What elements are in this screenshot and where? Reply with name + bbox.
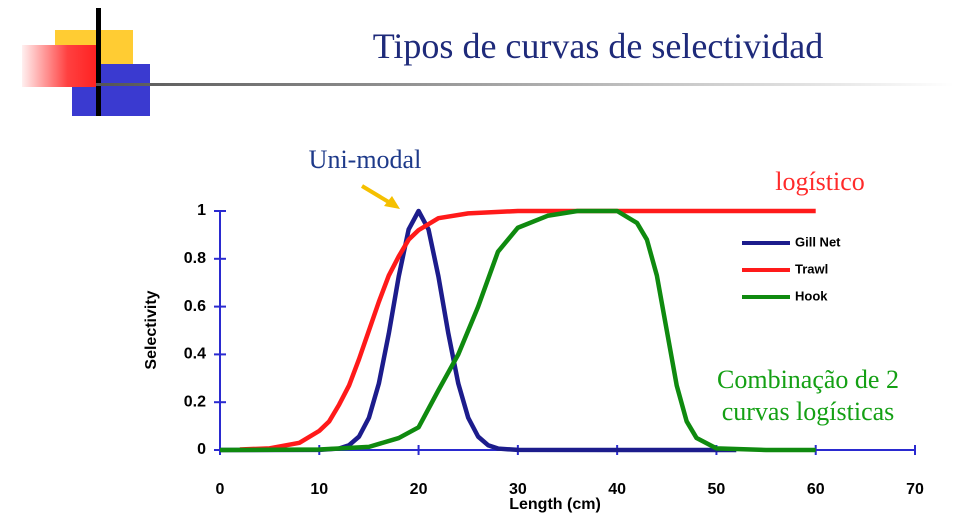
annotation: Uni-modal <box>309 145 422 174</box>
x-tick-label: 60 <box>807 481 825 498</box>
series-line <box>219 208 737 453</box>
legend-label: Hook <box>795 288 828 303</box>
x-tick-label: 20 <box>410 481 428 498</box>
deco-hline <box>96 83 954 86</box>
annotation: curvas logísticas <box>722 397 895 426</box>
annotation: logístico <box>775 167 865 196</box>
deco-vline <box>96 8 101 116</box>
slide-title: Tipos de curvas de selectividad <box>373 26 824 66</box>
y-axis-label: Selectivity <box>143 290 160 369</box>
legend-label: Gill Net <box>795 234 841 249</box>
y-tick-label: 0.6 <box>184 298 206 315</box>
x-tick-label: 30 <box>509 481 527 498</box>
x-tick-label: 50 <box>708 481 726 498</box>
arrow <box>360 184 394 206</box>
x-tick-label: 40 <box>608 481 626 498</box>
deco-red <box>22 45 98 87</box>
series-line <box>239 208 816 452</box>
x-tick-label: 70 <box>906 481 924 498</box>
y-tick-label: 0.8 <box>184 250 206 267</box>
x-axis-label: Length (cm) <box>509 496 601 513</box>
y-tick-label: 0.4 <box>184 346 206 363</box>
y-tick-label: 0.2 <box>184 393 206 410</box>
x-tick-label: 0 <box>216 481 225 498</box>
series-line <box>219 208 816 453</box>
y-tick-label: 0 <box>197 441 206 458</box>
arrow-head <box>384 196 400 209</box>
legend-label: Trawl <box>795 261 828 276</box>
x-tick-label: 10 <box>310 481 328 498</box>
y-tick-label: 1 <box>197 202 206 219</box>
annotation: Combinação de 2 <box>717 365 899 394</box>
